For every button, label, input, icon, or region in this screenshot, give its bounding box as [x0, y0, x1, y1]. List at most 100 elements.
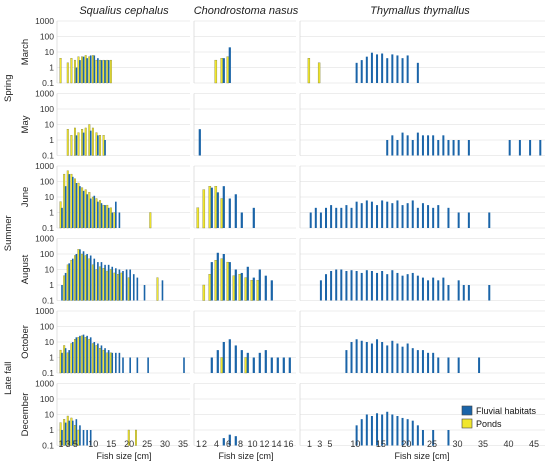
season-label: Late fall	[3, 362, 14, 395]
panel-october-2	[345, 339, 481, 373]
bar-fluvial	[115, 352, 117, 373]
xlabel-chondrostoma: Fish size [cm]	[218, 451, 273, 461]
bar-fluvial	[467, 212, 470, 228]
bar-fluvial	[447, 430, 450, 446]
x-tick-label: 45	[529, 439, 539, 449]
bar-fluvial	[365, 200, 368, 228]
bar-fluvial	[61, 285, 63, 301]
bar-fluvial	[478, 357, 481, 373]
bar-fluvial	[411, 272, 414, 301]
panel-june-2	[309, 200, 491, 228]
bar-fluvial	[432, 277, 435, 301]
x-tick-label: 12	[259, 439, 269, 449]
bar-fluvial	[325, 274, 328, 301]
bar-ponds	[102, 59, 105, 84]
legend-swatch-ponds	[461, 418, 473, 429]
title-chondrostoma: Chondrostoma nasus	[194, 5, 299, 17]
y-tick-label: 100	[40, 177, 54, 187]
bar-fluvial	[432, 430, 435, 446]
chart-panels	[56, 20, 545, 446]
bar-ponds	[127, 429, 130, 446]
legend-label-fluvial: Fluvial habitats	[476, 406, 537, 416]
bar-fluvial	[216, 350, 219, 373]
bar-ponds	[226, 56, 230, 84]
panel-october-0	[59, 334, 185, 374]
bar-ponds	[220, 198, 224, 229]
bar-fluvial	[89, 337, 92, 373]
bar-fluvial	[437, 280, 440, 301]
bar-fluvial	[183, 357, 185, 373]
bar-ponds	[70, 135, 73, 156]
bar-ponds	[66, 129, 69, 156]
bar-fluvial	[401, 132, 404, 156]
y-tick-label: 100	[40, 249, 54, 259]
bar-ponds	[214, 260, 218, 301]
bar-fluvial	[222, 438, 225, 446]
bar-fluvial	[381, 342, 384, 373]
y-tick-label: 100	[40, 104, 54, 114]
bar-ponds	[120, 272, 123, 301]
bar-fluvial	[376, 339, 379, 373]
bar-fluvial	[75, 183, 78, 228]
bar-ponds	[66, 62, 69, 84]
bar-fluvial	[457, 140, 460, 156]
bar-fluvial	[386, 411, 389, 446]
bar-fluvial	[264, 350, 267, 373]
xlabel-thymallus: Fish size [cm]	[394, 451, 449, 461]
bar-ponds	[238, 274, 242, 301]
bar-fluvial	[350, 342, 353, 373]
bar-fluvial	[406, 274, 409, 301]
bar-fluvial	[118, 269, 121, 301]
bar-ponds	[135, 429, 137, 446]
bar-fluvial	[147, 357, 149, 373]
panel-august-2	[319, 269, 491, 301]
bar-fluvial	[132, 274, 135, 301]
y-tick-label: 1	[49, 208, 54, 218]
bar-ponds	[63, 275, 66, 301]
bar-fluvial	[360, 272, 363, 301]
y-tick-label: 1	[49, 280, 54, 290]
panel-june-1	[196, 186, 255, 229]
bar-fluvial	[89, 130, 92, 156]
bar-ponds	[208, 274, 212, 301]
bar-fluvial	[401, 275, 404, 301]
y-tick-label: 10	[45, 410, 55, 420]
bar-fluvial	[355, 62, 358, 83]
bar-ponds	[95, 269, 98, 301]
bar-fluvial	[370, 201, 373, 228]
bar-fluvial	[64, 186, 67, 228]
bar-fluvial	[270, 357, 273, 373]
bar-ponds	[84, 255, 87, 301]
x-tick-label: 15	[376, 439, 386, 449]
bar-fluvial	[64, 422, 67, 446]
bar-fluvial	[79, 60, 81, 83]
bar-ponds	[102, 135, 105, 156]
bar-fluvial	[210, 187, 213, 228]
x-tick-label: 16	[283, 439, 293, 449]
bar-fluvial	[432, 352, 435, 373]
bar-fluvial	[406, 203, 409, 228]
bar-ponds	[74, 59, 76, 84]
title-thymallus: Thymallus thymallus	[370, 5, 470, 17]
bar-ponds	[244, 277, 248, 301]
bar-fluvial	[79, 249, 81, 301]
bar-fluvial	[381, 414, 384, 446]
bar-fluvial	[355, 201, 358, 228]
bar-ponds	[84, 337, 87, 374]
y-tick-label: 0.1	[42, 223, 54, 233]
y-tick-label: 1000	[35, 161, 54, 171]
bar-ponds	[95, 59, 98, 84]
x-tick-label: 25	[427, 439, 437, 449]
bar-ponds	[63, 173, 66, 229]
bar-fluvial	[391, 203, 394, 228]
bar-fluvial	[71, 176, 74, 228]
bar-fluvial	[216, 252, 219, 301]
bar-fluvial	[82, 190, 85, 228]
x-tick-label: 25	[142, 439, 152, 449]
bar-fluvial	[143, 285, 146, 301]
bar-fluvial	[360, 203, 363, 228]
bar-fluvial	[97, 343, 99, 373]
bar-ponds	[196, 207, 200, 229]
bar-fluvial	[228, 47, 231, 83]
bar-fluvial	[396, 140, 399, 156]
